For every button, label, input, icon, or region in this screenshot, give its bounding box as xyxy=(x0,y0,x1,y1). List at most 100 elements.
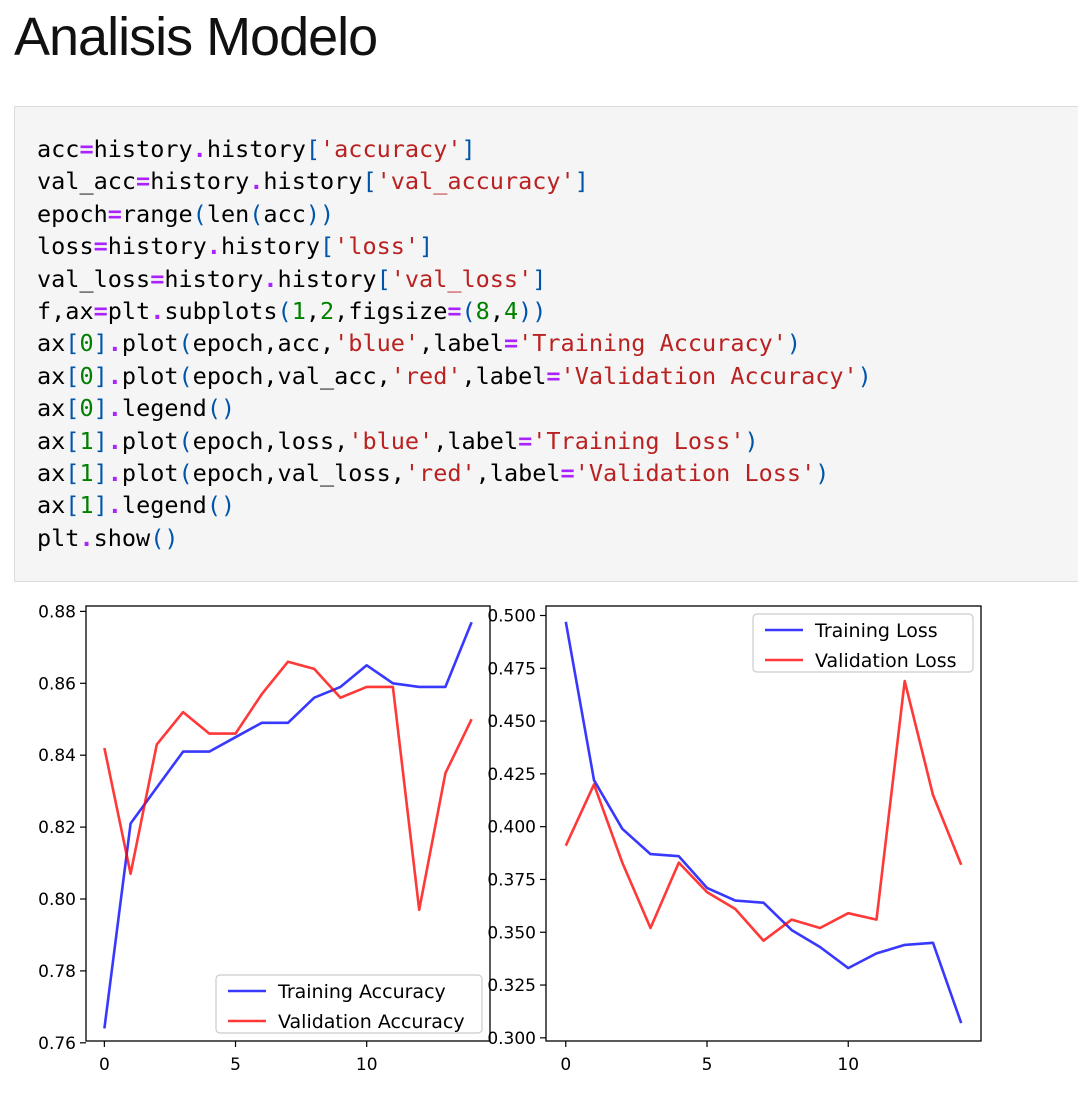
code-token: . xyxy=(107,491,122,520)
y-tick-label: 0.375 xyxy=(487,870,536,890)
code-token: . xyxy=(107,329,122,358)
code-token: ( xyxy=(178,426,193,455)
code-cell[interactable]: acc=history.history['accuracy'] val_acc=… xyxy=(14,106,1078,582)
code-token: history xyxy=(150,167,250,196)
code-token: ] xyxy=(93,329,108,358)
code-token: ] xyxy=(532,264,547,293)
code-line: ax[0].legend() xyxy=(37,394,235,422)
code-token: ,label xyxy=(475,459,561,488)
code-token: epoch,loss, xyxy=(192,426,349,455)
code-token: 'val_accuracy' xyxy=(376,167,575,196)
y-tick-label: 0.78 xyxy=(38,962,76,982)
code-token: [ xyxy=(65,394,80,423)
code-token: plot xyxy=(121,329,179,358)
code-token: epoch,val_acc, xyxy=(192,361,391,390)
code-token: , xyxy=(305,297,321,326)
code-token: history xyxy=(206,135,306,163)
code-token: , xyxy=(489,297,504,326)
chart-2: 0.300 0.325 0.350 0.375 0.400 0.425 0.450 0.475… xyxy=(487,605,982,1075)
code-token: 1 xyxy=(291,297,306,326)
code-token: ax xyxy=(37,426,66,455)
code-token: ( xyxy=(178,459,193,488)
y-tick-label: 0.76 xyxy=(38,1034,76,1054)
code-token: = xyxy=(546,361,561,390)
code-line: ax[1].plot(epoch,loss,'blue',label='Trai… xyxy=(37,427,759,455)
y-tick-label: 0.450 xyxy=(487,712,536,732)
legend-label: Training Loss xyxy=(814,620,938,642)
code-token: = xyxy=(79,135,94,163)
code-token: = xyxy=(107,199,122,228)
code-token: 0 xyxy=(79,329,94,358)
code-token: history xyxy=(107,232,207,261)
code-token: 1 xyxy=(79,491,94,520)
code-token: loss xyxy=(37,232,94,261)
code-token: acc xyxy=(37,135,80,163)
code-token: . xyxy=(150,297,165,326)
legend: Training Loss Validation Loss xyxy=(752,613,974,673)
code-token: show xyxy=(93,523,151,552)
code-token: epoch xyxy=(37,199,108,228)
code-token: . xyxy=(107,361,122,390)
code-token: . xyxy=(192,135,207,163)
code-token: 'val_loss' xyxy=(390,264,533,293)
code-editor[interactable]: acc=history.history['accuracy'] val_acc=… xyxy=(37,133,872,554)
code-token: len xyxy=(206,199,250,228)
code-line: f,ax=plt.subplots(1,2,figsize=(8,4)) xyxy=(37,297,546,325)
code-token: 'Training Accuracy' xyxy=(518,329,787,358)
y-tick-label: 0.86 xyxy=(38,674,76,694)
code-token: [ xyxy=(65,491,80,520)
code-token: ,label xyxy=(419,329,504,358)
code-token: [ xyxy=(320,232,335,261)
code-token: history xyxy=(263,167,363,196)
code-token: [ xyxy=(65,361,80,390)
code-token: legend xyxy=(121,491,207,520)
code-token: 'loss' xyxy=(334,232,420,261)
code-token: ax xyxy=(37,329,66,358)
cell-output: 0.76 0.78 0.80 0.82 0.84 0.86 0.88 0 5 10 Training… xyxy=(0,596,1078,1091)
code-token: . xyxy=(107,459,122,488)
y-tick-label: 0.350 xyxy=(487,923,536,943)
code-line: epoch=range(len(acc)) xyxy=(37,200,334,228)
code-line: ax[1].legend() xyxy=(37,491,235,519)
code-token: = xyxy=(447,297,462,326)
code-token: 'red' xyxy=(404,459,476,488)
code-token: 'accuracy' xyxy=(320,135,462,163)
code-line: ax[0].plot(epoch,val_acc,'red',label='Va… xyxy=(37,362,872,390)
code-token: . xyxy=(206,232,221,261)
code-token: [ xyxy=(65,426,80,455)
code-token: val_acc xyxy=(37,167,137,196)
code-token: ( xyxy=(192,199,207,228)
code-token: epoch,acc, xyxy=(192,329,335,358)
code-token: ,figsize xyxy=(334,297,448,326)
code-token: ax xyxy=(37,394,66,423)
code-token: plot xyxy=(121,426,179,455)
legend: Training Accuracy Validation Accuracy xyxy=(215,974,483,1034)
code-token: plt xyxy=(107,297,151,326)
chart-1: 0.76 0.78 0.80 0.82 0.84 0.86 0.88 0 5 10 Training… xyxy=(38,602,491,1075)
axes-frame xyxy=(85,605,491,1042)
code-token: legend xyxy=(121,394,207,423)
code-token: 4 xyxy=(503,297,519,326)
code-token: 1 xyxy=(79,426,94,455)
code-token: history xyxy=(220,232,320,261)
code-token: acc xyxy=(263,199,306,228)
code-token: 'red' xyxy=(390,361,462,390)
x-tick-label: 5 xyxy=(702,1055,713,1075)
y-tick-label: 0.400 xyxy=(487,818,536,838)
series-line xyxy=(564,679,963,943)
code-line: loss=history.history['loss'] xyxy=(37,232,433,260)
code-token: 2 xyxy=(320,297,335,326)
series-line xyxy=(564,621,963,1024)
code-token: 'blue' xyxy=(334,329,420,358)
code-token: ] xyxy=(93,361,108,390)
y-tick-label: 0.84 xyxy=(38,746,76,766)
code-token: [ xyxy=(376,264,391,293)
code-token: ] xyxy=(93,459,108,488)
code-token: 'blue' xyxy=(348,426,434,455)
code-token: ] xyxy=(93,426,108,455)
code-token: = xyxy=(518,426,533,455)
series-line xyxy=(103,660,473,912)
code-token: ) xyxy=(786,329,802,358)
code-token: history xyxy=(93,135,193,163)
x-tick-label: 0 xyxy=(560,1055,571,1075)
